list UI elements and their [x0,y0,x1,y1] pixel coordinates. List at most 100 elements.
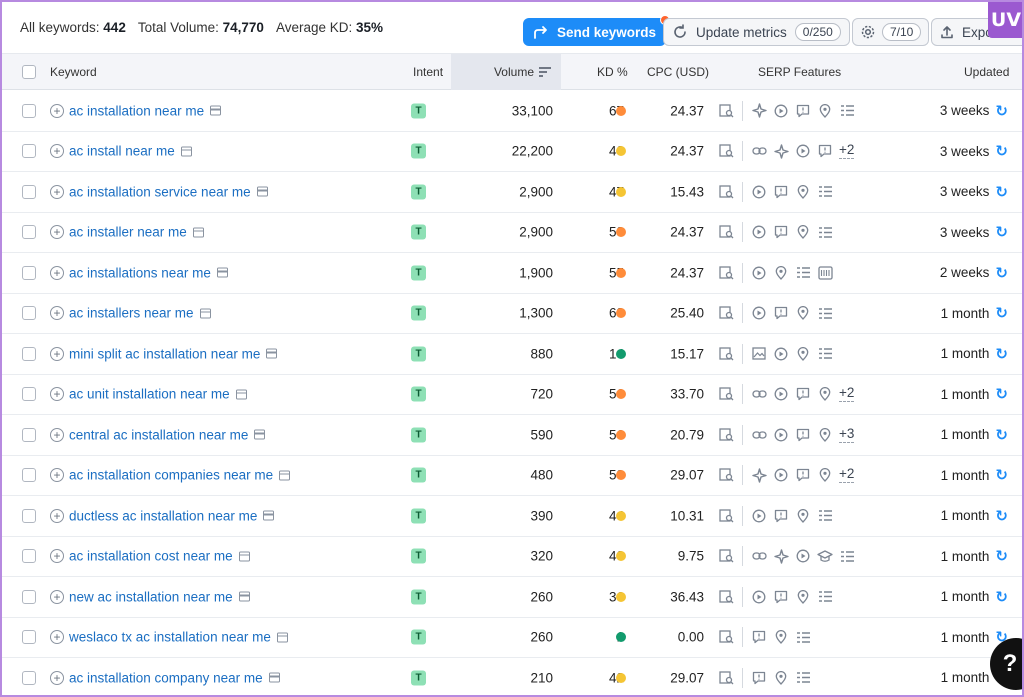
table-row: + weslaco tx ac installation near me T 2… [2,618,1022,658]
keyword-link[interactable]: ac installation cost near me [69,548,233,564]
intent-badge: T [411,629,426,645]
add-to-list-icon[interactable]: + [50,670,64,685]
serp-preview-icon[interactable] [216,267,228,278]
col-updated[interactable]: Updated [964,65,1010,79]
refresh-row-icon[interactable]: ↻ [995,467,1008,485]
updated-cell: 1 month ↻ [941,426,1008,444]
col-keyword[interactable]: Keyword [50,65,97,79]
row-checkbox[interactable] [22,144,36,159]
keyword-link[interactable]: ac installation near me [69,103,205,119]
row-checkbox[interactable] [22,508,36,523]
serp-more-link[interactable]: +3 [839,425,855,443]
refresh-row-icon[interactable]: ↻ [995,386,1008,404]
video-icon [751,589,767,605]
add-to-list-icon[interactable]: + [50,589,64,604]
row-checkbox[interactable] [22,387,36,402]
settings-button[interactable]: 7/10 [852,18,930,46]
video-icon [795,143,811,159]
serp-search-icon [718,143,734,159]
keyword-link[interactable]: ac installation companies near me [69,467,274,483]
refresh-row-icon[interactable]: ↻ [995,224,1008,242]
col-intent[interactable]: Intent [413,65,444,79]
serp-more-link[interactable]: +2 [839,385,855,403]
serp-preview-icon[interactable] [266,348,278,359]
serp-preview-icon[interactable] [254,429,266,440]
row-checkbox[interactable] [22,427,36,442]
serp-preview-icon[interactable] [238,551,250,562]
serp-preview-icon[interactable] [279,470,291,481]
updated-cell: 2 weeks ↻ [940,264,1008,282]
serp-preview-icon[interactable] [210,105,222,116]
add-to-list-icon[interactable]: + [50,184,64,199]
keyword-link[interactable]: mini split ac installation near me [69,346,261,362]
serp-preview-icon[interactable] [276,632,288,643]
reviews-icon [773,305,789,321]
add-to-list-icon[interactable]: + [50,387,64,402]
row-checkbox[interactable] [22,184,36,199]
serp-preview-icon[interactable] [235,389,247,400]
keyword-link[interactable]: ac installation service near me [69,184,251,200]
refresh-row-icon[interactable]: ↻ [995,183,1008,201]
add-to-list-icon[interactable]: + [50,508,64,523]
serp-preview-icon[interactable] [263,510,275,521]
add-to-list-icon[interactable]: + [50,630,64,645]
send-keywords-button[interactable]: Send keywords [523,15,671,46]
add-to-list-icon[interactable]: + [50,225,64,240]
row-checkbox[interactable] [22,589,36,604]
row-checkbox[interactable] [22,346,36,361]
add-to-list-icon[interactable]: + [50,427,64,442]
row-checkbox[interactable] [22,265,36,280]
serp-preview-icon[interactable] [268,672,280,683]
update-metrics-button[interactable]: Update metrics 0/250 [663,18,850,46]
row-checkbox[interactable] [22,306,36,321]
keyword-link[interactable]: weslaco tx ac installation near me [69,629,271,645]
refresh-row-icon[interactable]: ↻ [995,305,1008,323]
col-kd[interactable]: KD % [597,65,628,79]
serp-preview-icon[interactable] [192,227,204,238]
serp-preview-icon[interactable] [180,146,192,157]
row-checkbox[interactable] [22,225,36,240]
col-cpc[interactable]: CPC (USD) [647,65,709,79]
keyword-link[interactable]: ac installation company near me [69,670,263,686]
keyword-link[interactable]: ac installer near me [69,224,187,240]
refresh-row-icon[interactable]: ↻ [995,102,1008,120]
add-to-list-icon[interactable]: + [50,346,64,361]
kd-difficulty-dot [616,227,626,238]
row-checkbox[interactable] [22,670,36,685]
refresh-row-icon[interactable]: ↻ [995,588,1008,606]
add-to-list-icon[interactable]: + [50,306,64,321]
local-pack-icon [817,467,833,483]
add-to-list-icon[interactable]: + [50,549,64,564]
add-to-list-icon[interactable]: + [50,468,64,483]
refresh-row-icon[interactable]: ↻ [995,426,1008,444]
select-all-checkbox[interactable] [22,54,36,90]
local-pack-icon [795,224,811,240]
refresh-row-icon[interactable]: ↻ [995,264,1008,282]
add-to-list-icon[interactable]: + [50,144,64,159]
serp-more-link[interactable]: +2 [839,142,855,160]
add-to-list-icon[interactable]: + [50,265,64,280]
keyword-link[interactable]: ductless ac installation near me [69,508,258,524]
serp-more-link[interactable]: +2 [839,466,855,484]
row-checkbox[interactable] [22,549,36,564]
col-volume[interactable]: Volume [451,54,561,90]
refresh-row-icon[interactable]: ↻ [995,143,1008,161]
keyword-link[interactable]: new ac installation near me [69,589,233,605]
keyword-link[interactable]: central ac installation near me [69,427,249,443]
keyword-link[interactable]: ac unit installation near me [69,386,230,402]
keyword-link[interactable]: ac installers near me [69,305,194,321]
refresh-row-icon[interactable]: ↻ [995,345,1008,363]
row-checkbox[interactable] [22,468,36,483]
row-checkbox[interactable] [22,630,36,645]
refresh-row-icon[interactable]: ↻ [995,507,1008,525]
serp-preview-icon[interactable] [199,308,211,319]
serp-preview-icon[interactable] [238,591,250,602]
col-serp-features[interactable]: SERP Features [758,65,842,79]
row-checkbox[interactable] [22,103,36,118]
keyword-link[interactable]: ac installations near me [69,265,211,281]
keyword-link[interactable]: ac install near me [69,143,175,159]
add-to-list-icon[interactable]: + [50,103,64,118]
serp-separator [742,222,743,243]
refresh-row-icon[interactable]: ↻ [995,548,1008,566]
serp-preview-icon[interactable] [256,186,268,197]
